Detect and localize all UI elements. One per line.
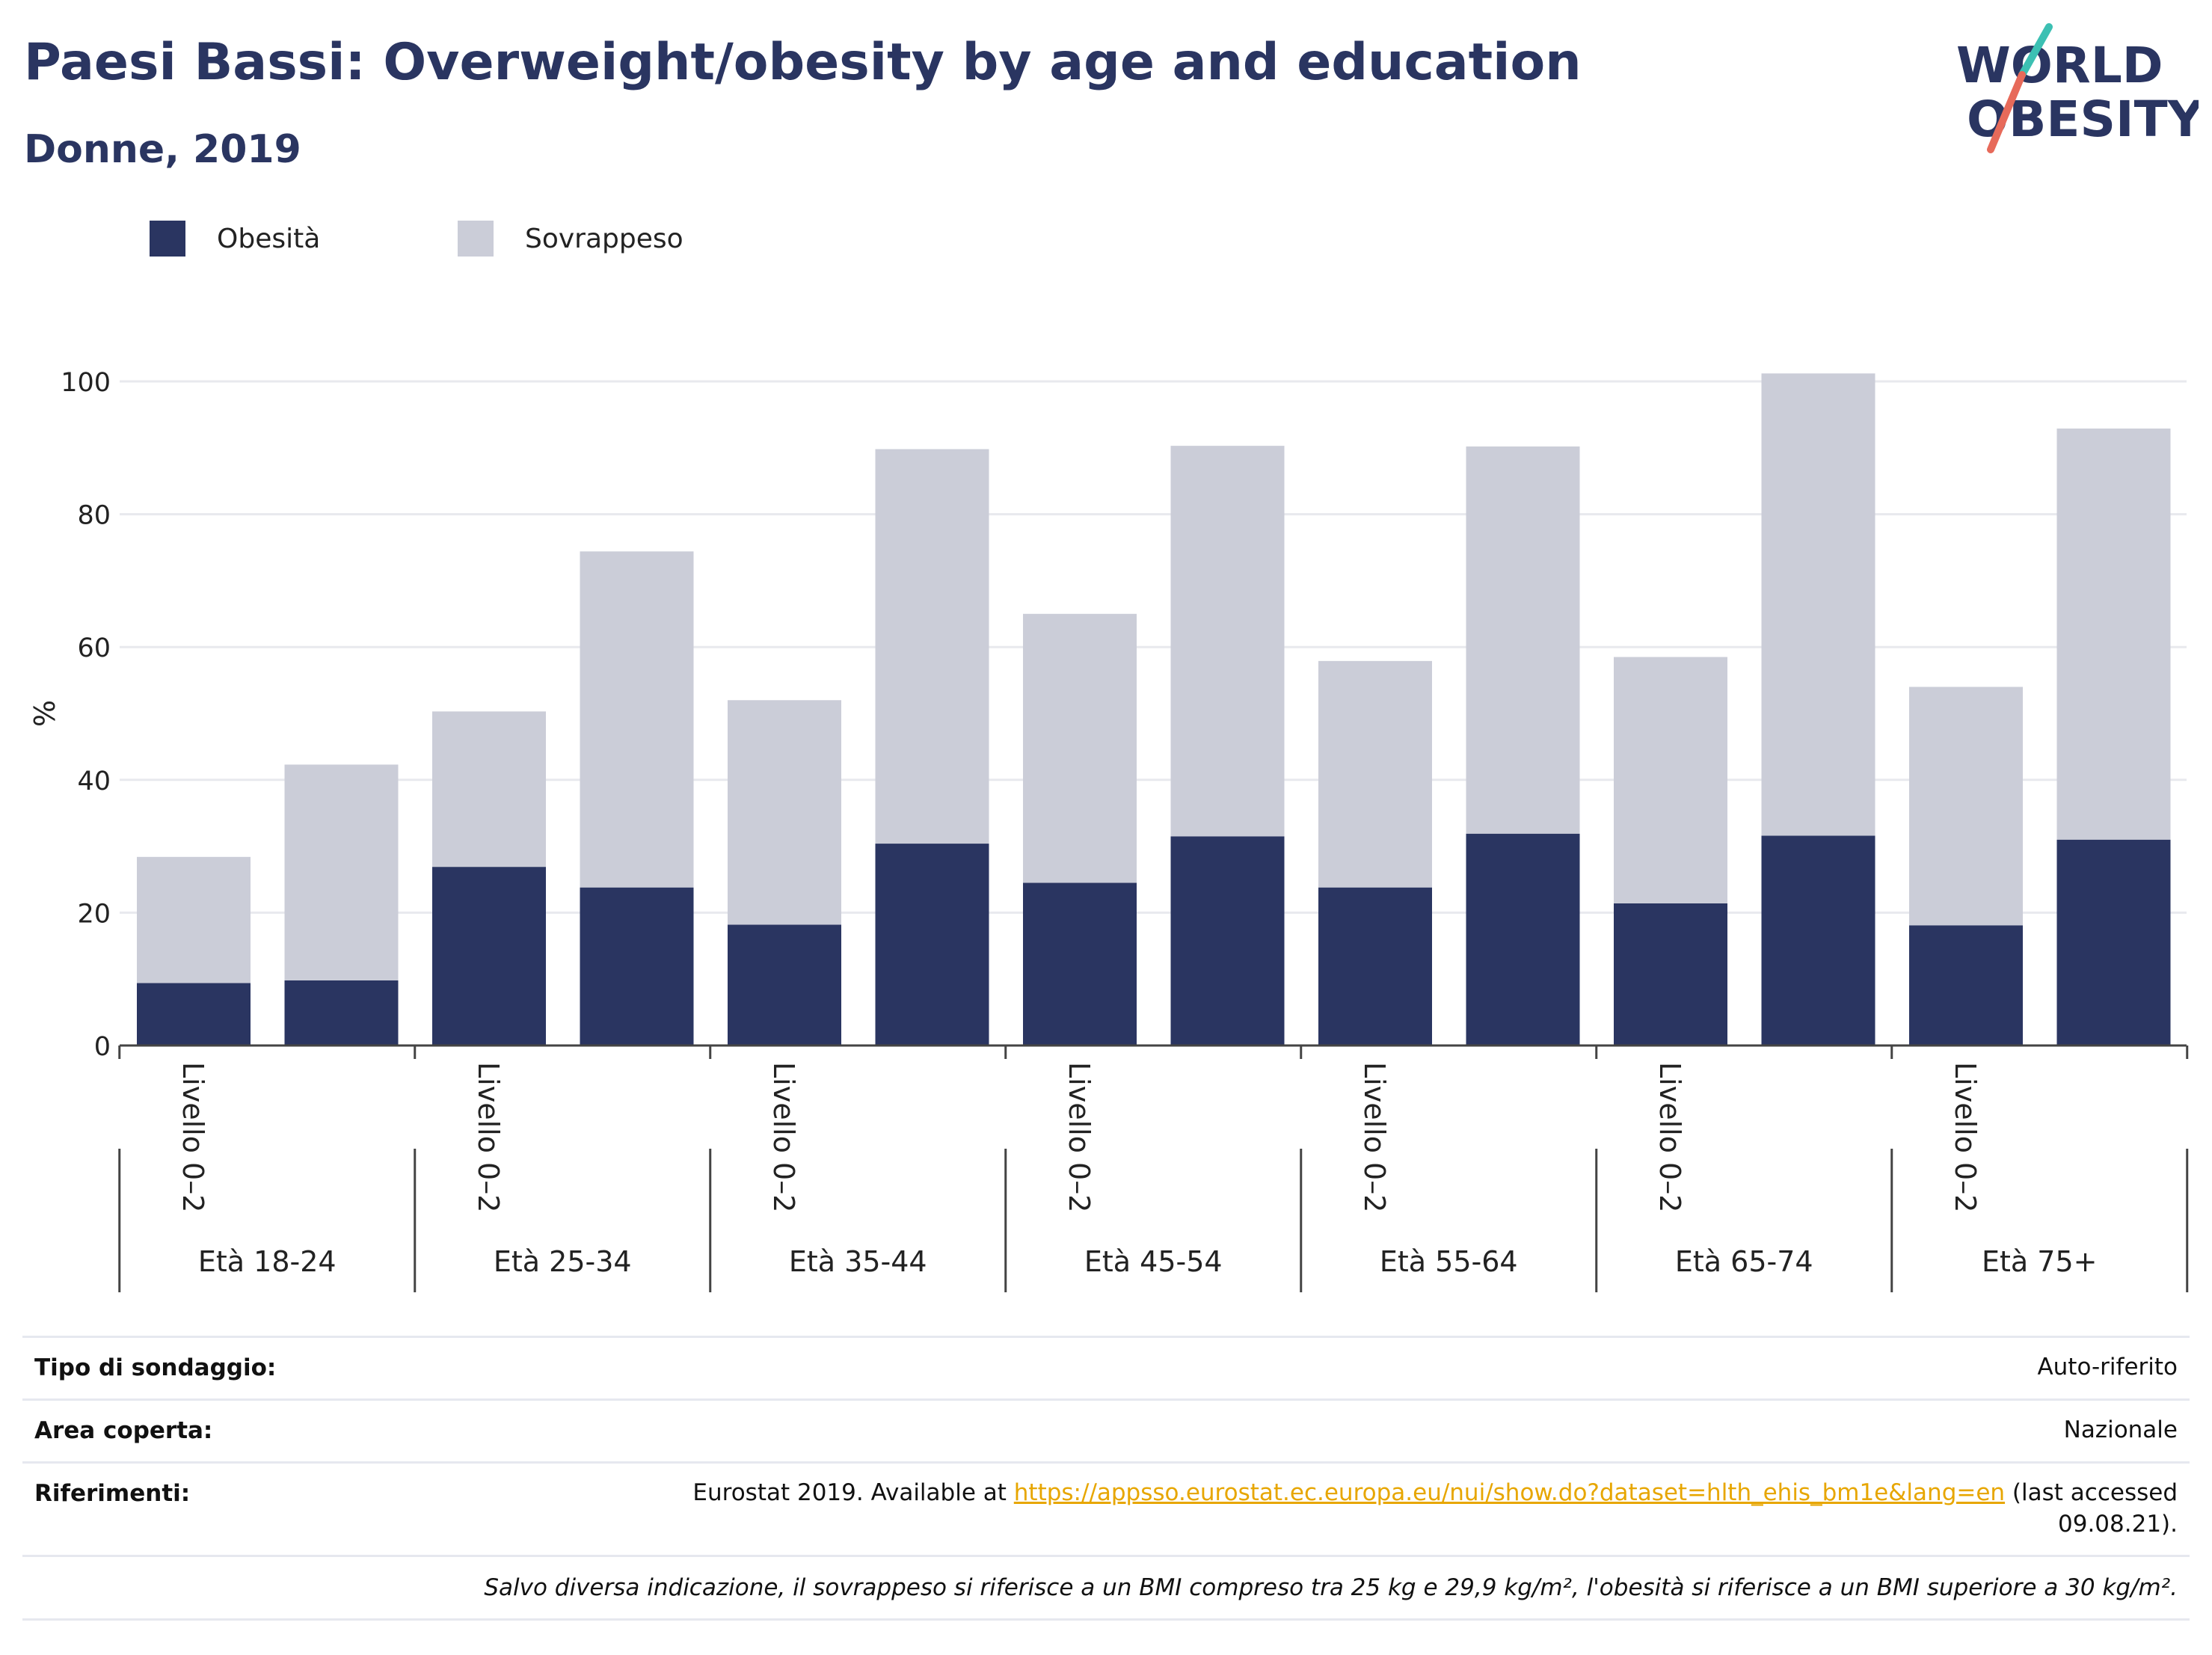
bar-obesita	[580, 887, 694, 1045]
references-suffix: (last accessed	[2012, 1479, 2178, 1506]
survey-info-table: Tipo di sondaggio: Auto-riferito Area co…	[22, 1336, 2190, 1621]
world-obesity-logo: WORLD OBESITY	[1956, 23, 2199, 153]
page-subtitle: Donne, 2019	[24, 127, 301, 172]
bar-obesita	[1614, 903, 1727, 1045]
bar-obesita	[1466, 833, 1580, 1045]
info-value-references: Eurostat 2019. Available at https://apps…	[22, 1464, 2190, 1540]
y-axis-label: %	[28, 700, 61, 727]
logo-slash-teal	[2018, 23, 2053, 79]
legend-swatch-obesita	[150, 221, 185, 257]
bar-category-label: Livello 0–2	[176, 1062, 209, 1212]
references-prefix: Eurostat 2019. Available at	[692, 1479, 1007, 1506]
info-row-survey-type: Tipo di sondaggio: Auto-riferito	[22, 1336, 2190, 1398]
y-tick-label: 20	[77, 899, 111, 929]
info-row-note: Salvo diversa indicazione, il sovrappeso…	[22, 1555, 2190, 1621]
bar-category-label: Livello 0–2	[472, 1062, 505, 1212]
info-row-area: Area coperta: Nazionale	[22, 1398, 2190, 1461]
group-label: Età 25-34	[494, 1245, 632, 1278]
group-label: Età 35-44	[789, 1245, 927, 1278]
bar-category-label: Livello 0–2	[767, 1062, 800, 1212]
bar-sovrappeso	[432, 711, 546, 868]
bar-obesita	[1318, 887, 1432, 1045]
bar-obesita	[728, 924, 841, 1045]
bar-sovrappeso	[1318, 660, 1432, 888]
bar-obesita	[875, 844, 989, 1045]
bar-sovrappeso	[1023, 613, 1137, 883]
group-label: Età 75+	[1982, 1245, 2097, 1278]
bar-sovrappeso	[875, 449, 989, 844]
logo-line1: WORLD	[1956, 37, 2163, 94]
references-date: 09.08.21).	[2058, 1511, 2178, 1538]
bar-obesita	[137, 983, 251, 1045]
info-label-survey-type: Tipo di sondaggio:	[34, 1354, 277, 1381]
legend-label-obesita: Obesità	[217, 223, 321, 254]
bar-sovrappeso	[728, 700, 841, 925]
bar-sovrappeso	[1614, 657, 1727, 903]
bar-category-label: Livello 0–2	[1063, 1062, 1096, 1212]
group-label: Età 45-54	[1084, 1245, 1223, 1278]
group-label: Età 18-24	[198, 1245, 337, 1278]
bar-obesita	[1170, 836, 1285, 1045]
legend-item-sovrappeso[interactable]: Sovrappeso	[458, 221, 683, 257]
info-value-area: Nazionale	[2063, 1416, 2178, 1443]
bar-obesita	[1761, 835, 1875, 1045]
y-tick-label: 60	[77, 633, 111, 663]
info-value-survey-type: Auto-riferito	[2037, 1354, 2178, 1381]
bar-category-label: Livello 0–2	[1653, 1062, 1686, 1212]
bar-sovrappeso	[580, 551, 694, 888]
info-label-area: Area coperta:	[34, 1417, 213, 1444]
bar-obesita	[1909, 925, 2023, 1045]
bar-sovrappeso	[1170, 446, 1285, 837]
bar-obesita	[2056, 839, 2171, 1045]
bmi-definition-note: Salvo diversa indicazione, il sovrappeso…	[484, 1574, 2178, 1601]
group-label: Età 65-74	[1675, 1245, 1813, 1278]
bar-category-label: Livello 0–2	[1358, 1062, 1391, 1212]
bar-sovrappeso	[2056, 429, 2171, 840]
bar-obesita	[432, 867, 546, 1045]
references-link[interactable]: https://appsso.eurostat.ec.europa.eu/nui…	[1013, 1479, 2006, 1506]
bar-chart: 0 20 40 60 80 100% Età 18-24 Età 25-34 Età 35-44…	[28, 368, 2189, 1292]
legend-label-sovrappeso: Sovrappeso	[525, 223, 683, 254]
logo-slash-red	[1987, 71, 2026, 153]
bar-sovrappeso	[1761, 373, 1875, 836]
bar-sovrappeso	[1466, 446, 1580, 834]
info-row-references: Riferimenti: Eurostat 2019. Available at…	[22, 1461, 2190, 1555]
bar-sovrappeso	[1909, 687, 2023, 926]
info-label-references: Riferimenti:	[34, 1480, 191, 1507]
legend-swatch-sovrappeso	[458, 221, 494, 257]
legend-item-obesita[interactable]: Obesità	[150, 221, 320, 257]
page-title: Paesi Bassi: Overweight/obesity by age a…	[24, 33, 1582, 92]
y-tick-label: 40	[77, 767, 111, 796]
bar-sovrappeso	[137, 856, 251, 983]
bar-category-label: Livello 0–2	[1949, 1062, 1982, 1212]
y-tick-label: 0	[94, 1032, 111, 1062]
group-label: Età 55-64	[1380, 1245, 1518, 1278]
y-tick-label: 80	[77, 501, 111, 531]
bar-sovrappeso	[284, 764, 399, 980]
bar-obesita	[284, 980, 399, 1045]
bar-obesita	[1023, 882, 1137, 1045]
y-tick-label: 100	[61, 368, 111, 398]
